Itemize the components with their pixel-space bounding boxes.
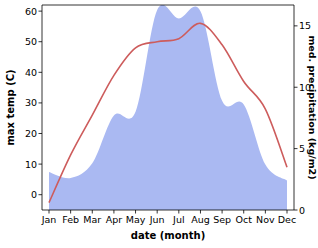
y-tick-label: 20 [25,128,37,139]
x-tick-label: Jul [172,214,184,225]
frame-top [42,5,294,6]
x-tick [113,210,114,214]
y2-tick-label: 15 [299,20,311,31]
x-tick-label: Dec [278,214,296,225]
x-tick [178,210,179,214]
y-tick-label: 60 [25,6,37,17]
x-tick-label: Oct [236,214,253,225]
x-axis [42,210,294,211]
y-tick-label: 0 [31,189,37,200]
plot-area [49,5,287,210]
x-tick [265,210,266,214]
x-axis-label: date (month) [131,230,205,241]
y-tick [39,102,43,103]
y2-tick [294,148,298,149]
y-tick [39,41,43,42]
y2-tick-label: 5 [299,143,305,154]
x-tick-label: May [126,214,146,225]
y-axis-label: max temp (C) [5,69,16,145]
precipitation-area [49,5,287,210]
y-tick [39,72,43,73]
y-tick [39,11,43,12]
chart: 0102030405060051015JanFebMarAprMayJunJul… [0,0,318,248]
y2-tick [294,87,298,88]
x-tick-label: Nov [256,214,275,225]
y-tick [39,133,43,134]
y2-tick [294,25,298,26]
x-tick-label: Mar [83,214,101,225]
x-tick [200,210,201,214]
x-tick-label: Aug [191,214,210,225]
x-tick [135,210,136,214]
y-tick-label: 40 [25,67,37,78]
y-axis [42,5,43,210]
x-tick [70,210,71,214]
x-tick-label: Sep [213,214,231,225]
x-tick [222,210,223,214]
y-tick [39,164,43,165]
x-tick [243,210,244,214]
y2-axis-label: med. precipitation (kg/m2) [307,35,318,179]
y2-tick [294,210,298,211]
x-tick [49,210,50,214]
y-tick [39,194,43,195]
x-tick [287,210,288,214]
x-tick-label: Apr [106,214,123,225]
x-tick-label: Jan [41,214,57,225]
y2-tick-label: 0 [299,205,305,216]
x-tick-label: Jun [149,214,165,225]
temp-line [49,23,287,202]
x-tick [157,210,158,214]
y-tick-label: 10 [25,159,37,170]
y-tick-label: 50 [25,36,37,47]
y2-axis [294,5,295,210]
x-tick [92,210,93,214]
x-tick-label: Feb [62,214,79,225]
y-tick-label: 30 [25,97,37,108]
